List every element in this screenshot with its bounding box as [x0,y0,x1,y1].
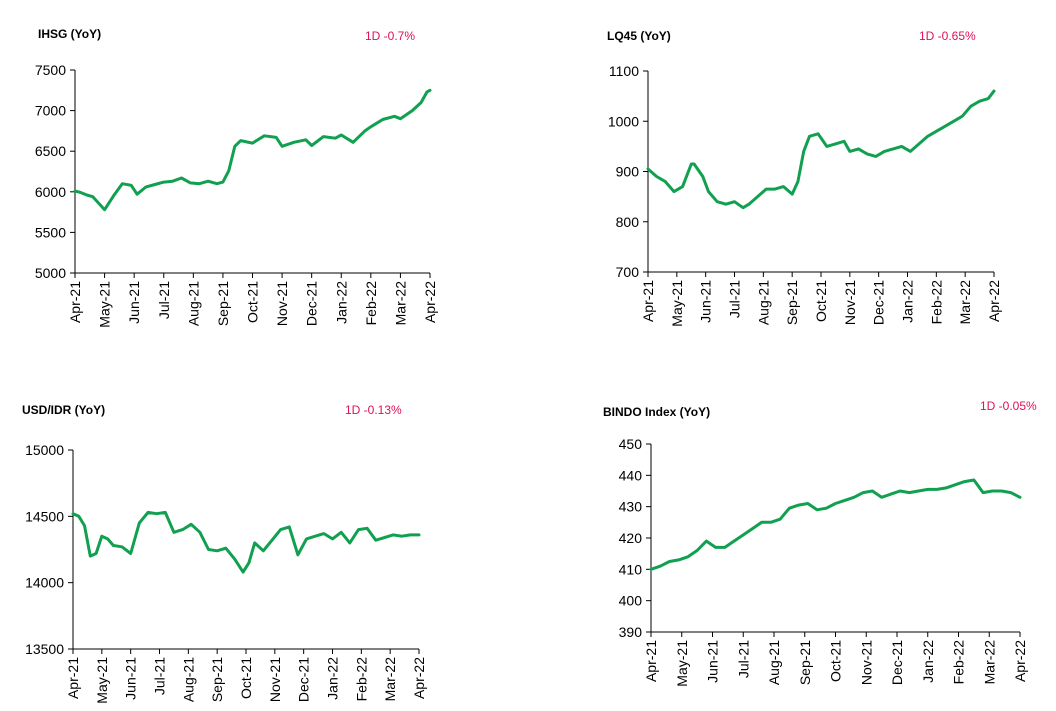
daily-change-label: 1D -0.7% [365,29,415,43]
x-tick-label: Dec-21 [871,280,887,325]
y-tick-label: 420 [619,530,643,546]
daily-change-label: 1D -0.65% [919,29,976,43]
x-tick-label: Aug-21 [755,280,771,325]
x-tick-label: Jan-22 [900,280,916,323]
x-tick-label: Jul-21 [152,657,168,695]
x-tick-label: Mar-22 [981,640,997,685]
chart-title: BINDO Index (YoY) [603,405,710,419]
x-tick-label: Mar-22 [957,280,973,325]
x-tick-label: Apr-21 [67,281,83,323]
x-tick-label: Mar-22 [392,281,408,326]
series-line [71,510,421,574]
chart-title: LQ45 (YoY) [607,29,671,43]
chart-title: USD/IDR (YoY) [22,403,105,417]
x-tick-label: Sep-21 [215,281,231,326]
x-tick-label: Apr-22 [986,280,1002,322]
x-tick-label: Apr-22 [1012,640,1028,682]
y-tick-label: 13500 [25,641,64,657]
y-tick-label: 390 [619,624,643,640]
y-tick-label: 1100 [609,63,639,79]
daily-change-label: 1D -0.05% [980,399,1037,413]
x-tick-label: Jul-21 [156,281,172,319]
x-tick-label: Dec-21 [889,640,905,685]
x-tick-label: Apr-21 [65,657,81,699]
x-tick-label: Nov-21 [842,280,858,325]
series-line [646,89,996,210]
y-tick-label: 430 [619,499,643,515]
y-tick-label: 14000 [25,575,64,591]
y-tick-label: 6000 [35,184,66,200]
chart-usd-idr: USD/IDR (YoY) 1D -0.13% 13500 14000 14500 1… [22,403,427,704]
x-tick-label: Jun-21 [126,281,142,324]
y-tick-label: 700 [616,264,640,280]
x-tick-label: Nov-21 [858,640,874,685]
x-tick-label: Oct-21 [245,281,261,323]
y-tick-label: 440 [619,467,643,483]
chart-title: IHSG (YoY) [38,27,101,41]
x-tick-label: Jun-21 [705,640,721,683]
y-tick-label: 900 [616,164,640,180]
x-tick-label: Dec-21 [304,281,320,326]
x-tick-label: Jul-21 [727,280,743,318]
x-tick-label: Oct-21 [828,640,844,682]
x-tick-label: Apr-21 [640,280,656,322]
x-tick-label: Jan-22 [333,281,349,324]
y-tick-label: 15000 [25,442,64,458]
x-tick-label: May-21 [669,280,685,327]
x-tick-label: Feb-22 [928,280,944,325]
x-tick-label: Apr-21 [643,640,659,682]
x-tick-label: Sep-21 [797,640,813,685]
y-tick-label: 14500 [25,508,64,524]
x-tick-label: Nov-21 [274,281,290,326]
y-tick-label: 450 [619,436,643,452]
x-tick-label: Jun-21 [698,280,714,323]
x-tick-label: Apr-22 [411,657,427,699]
x-tick-label: Nov-21 [267,657,283,702]
chart-bindo-index: BINDO Index (YoY) 1D -0.05% 390 400 410 420… [603,399,1037,687]
x-tick-label: Feb-22 [353,657,369,702]
x-tick-label: Jun-21 [123,657,139,700]
x-tick-label: Jan-22 [325,657,341,700]
x-tick-label: Feb-22 [951,640,967,685]
y-tick-label: 5000 [35,265,66,281]
x-tick-label: May-21 [97,281,113,328]
y-tick-label: 7500 [35,62,66,78]
x-tick-label: Jan-22 [920,640,936,683]
x-tick-label: Feb-22 [363,281,379,326]
y-tick-label: 800 [616,214,640,230]
x-tick-label: Sep-21 [209,657,225,702]
y-tick-label: 410 [619,561,643,577]
x-tick-label: Mar-22 [382,657,398,702]
x-tick-label: May-21 [674,640,690,687]
x-tick-label: Dec-21 [296,657,312,702]
x-tick-label: Oct-21 [813,280,829,322]
y-tick-label: 400 [619,593,643,609]
x-tick-label: Oct-21 [238,657,254,699]
x-tick-label: Aug-21 [180,657,196,702]
chart-lq45: LQ45 (YoY) 1D -0.65% 700 800 900 1000 1100 Ap… [607,29,1002,327]
x-tick-label: Sep-21 [784,280,800,325]
x-tick-label: Apr-22 [422,281,438,323]
y-tick-label: 7000 [35,103,66,119]
y-tick-label: 5500 [35,224,66,240]
y-tick-label: 1000 [608,113,639,129]
chart-ihsg: IHSG (YoY) 1D -0.7% 5000 5500 6000 6500 7000… [35,27,438,328]
series-line [649,478,1022,571]
daily-change-label: 1D -0.13% [345,403,402,417]
x-tick-label: May-21 [94,657,110,704]
y-tick-label: 6500 [35,143,66,159]
x-tick-label: Aug-21 [185,281,201,326]
x-tick-label: Aug-21 [766,640,782,685]
x-tick-label: Jul-21 [735,640,751,678]
series-line [73,88,432,212]
